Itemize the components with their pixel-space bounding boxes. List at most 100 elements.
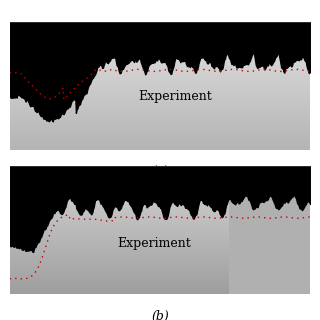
Bar [10, 209, 310, 210]
Bar [10, 287, 310, 288]
Bar [10, 283, 310, 284]
Bar [10, 241, 310, 242]
Bar [10, 45, 310, 46]
Bar [10, 271, 310, 272]
Bar [10, 276, 310, 277]
Bar [10, 142, 310, 143]
Bar [10, 136, 310, 137]
Bar [10, 31, 310, 32]
Bar [10, 144, 310, 145]
Bar [10, 104, 310, 105]
Bar [10, 229, 310, 230]
Bar [10, 23, 310, 24]
Bar [10, 66, 310, 67]
Bar [10, 145, 310, 146]
Bar [10, 227, 310, 228]
Bar [10, 206, 310, 207]
Bar [10, 207, 310, 208]
Bar [10, 61, 310, 62]
Bar [10, 239, 310, 240]
Bar [10, 87, 310, 88]
Bar [10, 97, 310, 98]
Bar [10, 183, 310, 184]
Bar [10, 215, 310, 216]
Bar [10, 56, 310, 57]
Bar [10, 68, 310, 69]
Bar [10, 292, 310, 293]
Bar [10, 32, 310, 33]
Text: (a): (a) [151, 166, 169, 179]
Bar [10, 62, 310, 63]
Bar [10, 233, 310, 234]
Bar [10, 69, 310, 70]
Bar [10, 211, 310, 212]
Bar [10, 64, 310, 65]
Bar [10, 196, 310, 197]
Bar [10, 210, 310, 211]
Bar [10, 260, 310, 261]
Bar [10, 114, 310, 115]
Bar [10, 212, 310, 213]
Bar [10, 29, 310, 30]
Bar [10, 237, 310, 238]
Bar [10, 94, 310, 95]
Bar [10, 98, 310, 99]
Bar [10, 226, 310, 227]
Bar [10, 135, 310, 136]
Bar [10, 101, 310, 102]
Bar [10, 148, 310, 149]
Bar [10, 80, 310, 81]
Bar [10, 293, 310, 294]
Bar [10, 280, 310, 281]
Bar [10, 65, 310, 66]
Bar [10, 230, 310, 231]
Bar [10, 120, 310, 121]
Bar [10, 44, 310, 45]
Bar [10, 195, 310, 196]
Bar [10, 245, 310, 246]
Bar [10, 38, 310, 39]
Bar [10, 149, 310, 150]
Bar [10, 58, 310, 59]
Bar [10, 111, 310, 112]
Bar [10, 37, 310, 38]
Bar [10, 73, 310, 74]
Bar [10, 281, 310, 282]
Bar [10, 22, 310, 23]
Bar [10, 137, 310, 138]
Bar [10, 50, 310, 51]
Bar [10, 123, 310, 124]
Bar [10, 178, 310, 179]
Bar [10, 187, 310, 188]
Bar [10, 138, 310, 139]
Bar [10, 76, 310, 77]
Bar [10, 249, 310, 250]
Bar [10, 291, 310, 292]
Bar [10, 279, 310, 280]
Bar [10, 113, 310, 114]
Bar [10, 96, 310, 97]
Bar [10, 192, 310, 193]
Bar [10, 277, 310, 278]
Bar [10, 129, 310, 130]
Bar [10, 88, 310, 89]
Bar [10, 132, 310, 133]
Bar [10, 116, 310, 117]
Bar [10, 188, 310, 189]
Bar [229, 195, 310, 294]
Bar [10, 286, 310, 287]
Text: Simulation: Simulation [156, 173, 224, 186]
Bar [10, 74, 310, 75]
Bar [10, 225, 310, 226]
Bar [10, 193, 310, 194]
Bar [10, 28, 310, 29]
Bar [10, 200, 310, 201]
Bar [10, 176, 310, 177]
Bar [10, 70, 310, 71]
Bar [10, 175, 310, 176]
Bar [10, 34, 310, 35]
Bar [10, 204, 310, 205]
Bar [10, 33, 310, 34]
Bar [10, 223, 310, 224]
Bar [10, 108, 310, 109]
